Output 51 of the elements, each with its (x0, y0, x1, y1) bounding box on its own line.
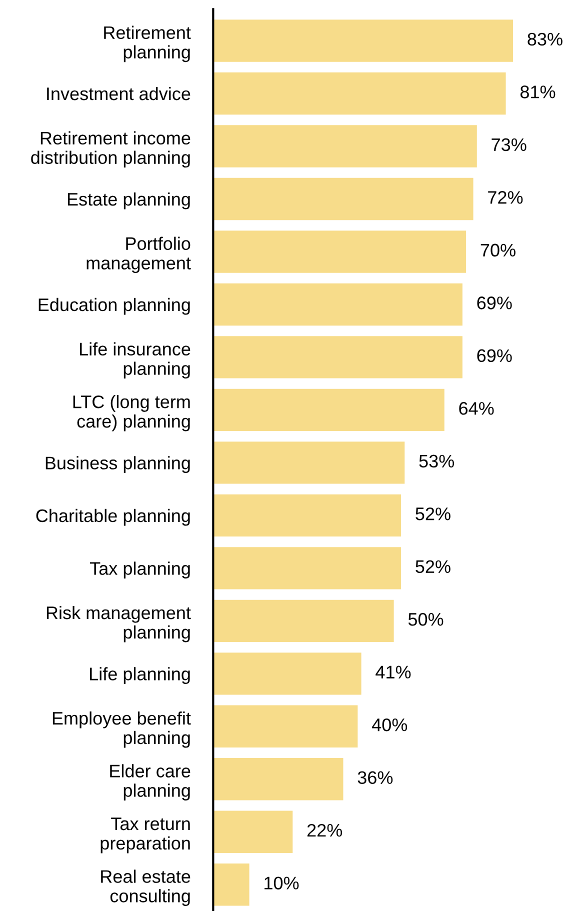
data-label: 81% (520, 86, 556, 98)
bar (213, 230, 466, 273)
bar (213, 336, 462, 378)
data-label: 52% (416, 507, 450, 520)
data-label: 36% (358, 771, 393, 784)
bar (213, 600, 394, 642)
bar (213, 810, 293, 853)
bar (213, 705, 358, 748)
bar (213, 758, 344, 800)
y-tick-label: Portfolio management (86, 236, 191, 274)
y-tick-label: Elder care planning (110, 764, 190, 800)
y-tick-label: Retirement planning (104, 26, 191, 62)
data-label: 52% (416, 560, 450, 574)
y-tick-label: Education planning (38, 298, 190, 315)
data-label: 72% (488, 191, 523, 204)
y-tick-label: Business planning (46, 456, 190, 473)
bar (213, 652, 362, 695)
y-tick-label: Real estate consulting (101, 870, 190, 906)
bar (213, 494, 402, 537)
data-label: 22% (307, 824, 342, 837)
y-tick-label: Charitable planning (36, 508, 190, 526)
bar (213, 547, 402, 590)
bar (213, 72, 506, 115)
y-tick-label: Employee benefit planning (52, 711, 191, 748)
data-label: 69% (477, 296, 512, 310)
data-label: 10% (264, 876, 299, 890)
bar (213, 864, 250, 906)
bar (213, 442, 405, 484)
y-tick-label: Investment advice (47, 86, 190, 100)
y-tick-label: Life insurance planning (80, 342, 190, 379)
y-tick-label: Tax planning (90, 562, 190, 578)
data-label: 69% (477, 349, 512, 362)
y-tick-label: Tax return preparation (100, 818, 190, 854)
data-label: 73% (492, 138, 526, 152)
y-tick-label: LTC (long term care) planning (73, 394, 190, 432)
bar (213, 178, 474, 220)
data-label: 40% (372, 718, 408, 732)
y-tick-label: Estate planning (68, 192, 190, 210)
bar (213, 20, 514, 62)
y-tick-label: Risk management planning (46, 606, 191, 642)
data-label: 53% (419, 454, 454, 468)
data-label: 41% (376, 666, 411, 678)
data-label: 83% (528, 32, 562, 46)
y-tick-label: Life planning (90, 667, 190, 684)
bar (213, 283, 462, 326)
data-label: 50% (408, 612, 444, 626)
data-label: 64% (459, 402, 494, 415)
bar (213, 388, 444, 432)
data-label: 70% (480, 244, 516, 257)
bar (213, 125, 477, 168)
y-tick-label: Retirement income distribution planning (31, 131, 190, 168)
